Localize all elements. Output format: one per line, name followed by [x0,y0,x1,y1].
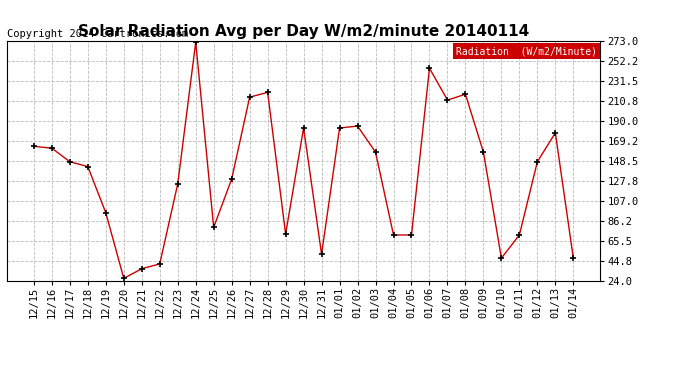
Text: Copyright 2014 Cartronics.com: Copyright 2014 Cartronics.com [7,29,188,39]
Title: Solar Radiation Avg per Day W/m2/minute 20140114: Solar Radiation Avg per Day W/m2/minute … [78,24,529,39]
Text: Radiation  (W/m2/Minute): Radiation (W/m2/Minute) [456,46,598,56]
